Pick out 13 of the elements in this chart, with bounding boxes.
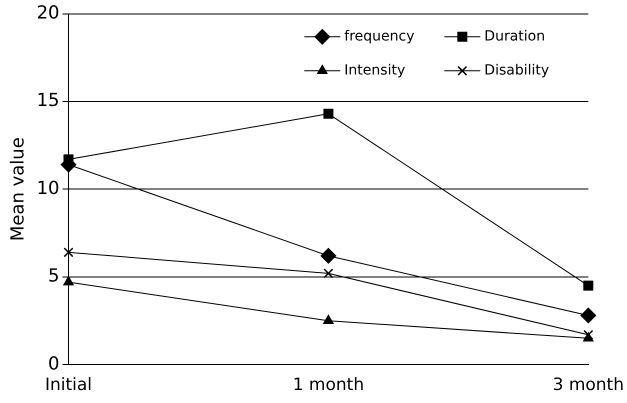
x-tick-label: Initial — [44, 375, 92, 396]
x-tick-label: 3 month — [552, 375, 624, 396]
legend-label: Disability — [484, 62, 550, 78]
legend-label: frequency — [344, 28, 415, 44]
y-tick-label: 5 — [48, 266, 60, 287]
y-tick-label: 10 — [36, 178, 60, 199]
legend-label: Intensity — [344, 62, 406, 78]
legend-label: Duration — [484, 28, 546, 44]
y-tick-label: 20 — [36, 2, 60, 24]
y-axis-title: Mean value — [7, 137, 28, 242]
x-tick-label: 1 month — [292, 375, 364, 396]
y-tick-label: 0 — [48, 353, 60, 374]
y-tick-label: 15 — [36, 90, 60, 112]
